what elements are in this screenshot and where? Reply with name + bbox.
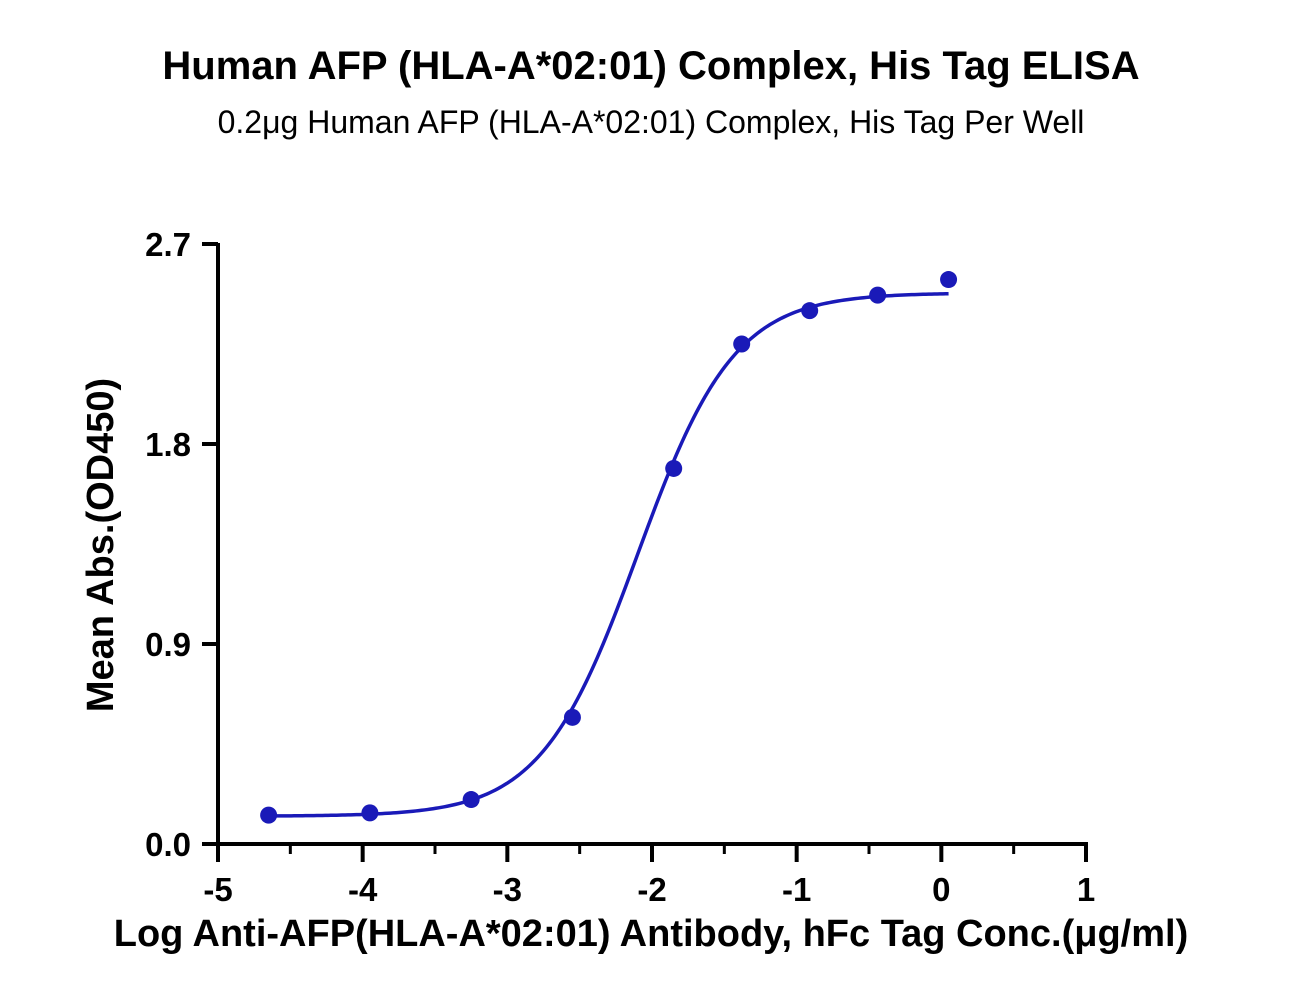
y-axis-label: Mean Abs.(OD450) [80,378,122,712]
axes [216,243,1088,846]
chart-subtitle: 0.2μg Human AFP (HLA-A*02:01) Complex, H… [217,104,1085,140]
fit-curve [268,291,949,818]
x-tick-label: 0 [932,871,950,908]
chart-title: Human AFP (HLA-A*02:01) Complex, His Tag… [162,44,1140,88]
x-tick-label: -4 [348,871,378,908]
x-axis-label: Log Anti-AFP(HLA-A*02:01) Antibody, hFc … [114,913,1189,955]
x-tick-label: -2 [637,871,666,908]
y-tick-label: 0.9 [145,626,191,663]
x-tick-label: -3 [493,871,522,908]
x-tick-label: 1 [1077,871,1095,908]
data-point [462,791,480,809]
data-point [801,302,819,320]
data-point [260,806,278,824]
y-tick-label: 1.8 [145,426,191,463]
data-points [260,271,958,824]
data-point [869,286,887,304]
x-tick-label: -1 [782,871,811,908]
y-tick-label: 0.0 [145,826,191,863]
x-tick-label: -5 [203,871,232,908]
x-ticks: -5 -4 -3 -2 -1 0 1 [203,844,1095,908]
data-point [665,459,683,477]
data-point [361,804,379,822]
y-ticks: 0.0 0.9 1.8 2.7 [145,226,218,863]
data-point [733,335,751,353]
data-point [940,271,958,289]
y-tick-label: 2.7 [145,226,191,263]
data-point [563,708,581,726]
